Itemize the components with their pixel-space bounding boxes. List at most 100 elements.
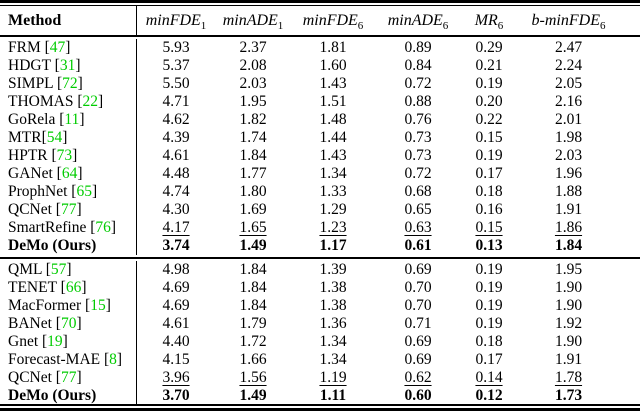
citation-close-bracket: ] [75,56,81,74]
metric-value: 1.38 [319,279,347,297]
metric-value: 1.72 [239,333,267,351]
table-section-1: FRM [47] 5.93 2.37 1.81 0.89 0.29 2.47 HDGT [… [0,38,640,255]
metric-value: 1.49 [239,387,267,405]
citation-number: 73 [56,146,73,164]
method-name: HDGT [ [8,56,60,74]
metric-value: 0.73 [404,128,432,146]
metric-value: 0.15 [475,218,503,236]
table-row: THOMAS [22] 4.71 1.95 1.51 0.88 0.20 2.16 [0,92,640,111]
table-row: GoRela [11] 4.62 1.82 1.48 0.76 0.22 2.01 [0,110,640,129]
metric-value: 0.62 [404,369,432,387]
metric-value: 2.05 [554,74,583,92]
metric-value: 1.80 [239,182,267,200]
metric-value: 0.17 [475,351,503,369]
metric-value: 0.68 [404,182,432,200]
metric-value: 5.50 [162,74,190,92]
method-name: SIMPL [ [8,74,63,92]
column-header-method: Method [0,6,137,36]
table-row: HDGT [31] 5.37 2.08 1.60 0.84 0.21 2.24 [0,56,640,75]
metric-value: 0.65 [404,200,432,218]
metric-value: 1.98 [554,128,583,146]
metric-value: 0.72 [404,164,432,182]
metric-value: 2.47 [554,38,583,56]
metric-value: 1.91 [554,351,583,369]
table-row: SmartRefine [76] 4.17 1.65 1.23 0.63 0.15 1.8… [0,218,640,237]
citation-number: 66 [65,279,82,297]
metric-value: 0.19 [475,146,503,164]
column-header-minade: minADE1 [215,12,291,32]
method-cell: THOMAS [22] [0,92,137,111]
method-name: Gnet [ [8,333,48,351]
metric-value: 1.23 [319,218,347,236]
bottom-rules [0,404,640,411]
metric-value: 0.12 [475,387,503,405]
metric-value: 1.34 [319,164,347,182]
citation-close-bracket: ] [110,218,117,236]
citation-number: 65 [76,182,92,200]
method-name: BANet [ [8,315,61,333]
metric-value: 1.92 [554,315,583,333]
method-cell: BANet [70] [0,315,137,334]
method-name: QCNet [ [8,369,61,387]
metric-value: 0.19 [475,315,503,333]
citation-close-bracket: ] [77,74,83,92]
metric-value: 0.72 [404,74,432,92]
table-row: MTR[54] 4.39 1.74 1.44 0.73 0.15 1.98 [0,128,640,147]
citation-number: 11 [64,110,80,128]
metric-value: 0.14 [475,369,503,387]
citation-close-bracket: ] [76,200,82,218]
method-cell: HPTR [73] [0,146,137,165]
column-header-minade: minADE6 [375,11,461,32]
metric-value: 0.70 [404,297,432,315]
metric-subscript: 1 [200,19,207,32]
metric-value: 2.03 [239,74,267,92]
metric-value: 0.69 [404,261,432,279]
metric-value: 0.15 [475,128,503,146]
citation-close-bracket: ] [76,315,82,333]
table-row: TENET [66] 4.69 1.84 1.38 0.70 0.19 1.90 [0,279,640,298]
citation-number: 15 [90,297,106,315]
metric-name: minADE [387,11,443,29]
method-name: DeMo (Ours) [8,236,97,254]
metric-value: 4.48 [162,164,190,182]
table-header-row: Method minFDE1 minADE1 minFDE6 minADE6 MR6 b-… [0,6,640,36]
metric-name: MR [474,11,498,29]
method-name: GANet [ [8,164,62,182]
metric-value: 1.34 [319,351,347,369]
metric-value: 1.84 [239,261,267,279]
metric-value: 1.60 [319,56,347,74]
metric-value: 0.88 [404,92,432,110]
column-header-minfde: minFDE1 [137,12,215,32]
metric-name: minFDE [302,11,358,29]
metric-value: 1.74 [239,128,267,146]
citation-close-bracket: ] [81,279,87,297]
method-cell: GoRela [11] [0,110,137,129]
citation-number: 54 [46,128,63,146]
metric-value: 0.22 [475,110,503,128]
metric-value: 1.51 [319,92,347,110]
metric-value: 0.20 [475,92,503,110]
citation-number: 77 [60,369,77,387]
citation-close-bracket: ] [105,297,111,315]
citation-close-bracket: ] [91,182,98,200]
method-name: FRM [ [8,38,50,56]
metric-value: 4.61 [162,146,190,164]
metric-subscript: 6 [497,19,504,32]
citation-number: 76 [95,218,111,236]
table-row: DeMo (Ours) 3.70 1.49 1.11 0.60 0.12 1.73 [0,387,640,406]
metric-value: 1.84 [554,236,583,254]
metric-subscript: 6 [357,19,364,32]
table-row: DeMo (Ours) 3.74 1.49 1.17 0.61 0.13 1.84 [0,236,640,255]
metric-value: 1.11 [319,387,347,405]
method-cell: ProphNet [65] [0,182,137,201]
metric-value: 0.70 [404,279,432,297]
method-cell: MacFormer [15] [0,297,137,316]
metric-value: 4.98 [162,261,190,279]
method-cell: SIMPL [72] [0,74,137,93]
method-name: Forecast-MAE [ [8,351,110,369]
column-header-mr: MR6 [461,11,517,32]
metric-value: 1.33 [319,182,347,200]
metric-value: 1.90 [554,333,583,351]
metric-value: 1.49 [239,236,267,254]
